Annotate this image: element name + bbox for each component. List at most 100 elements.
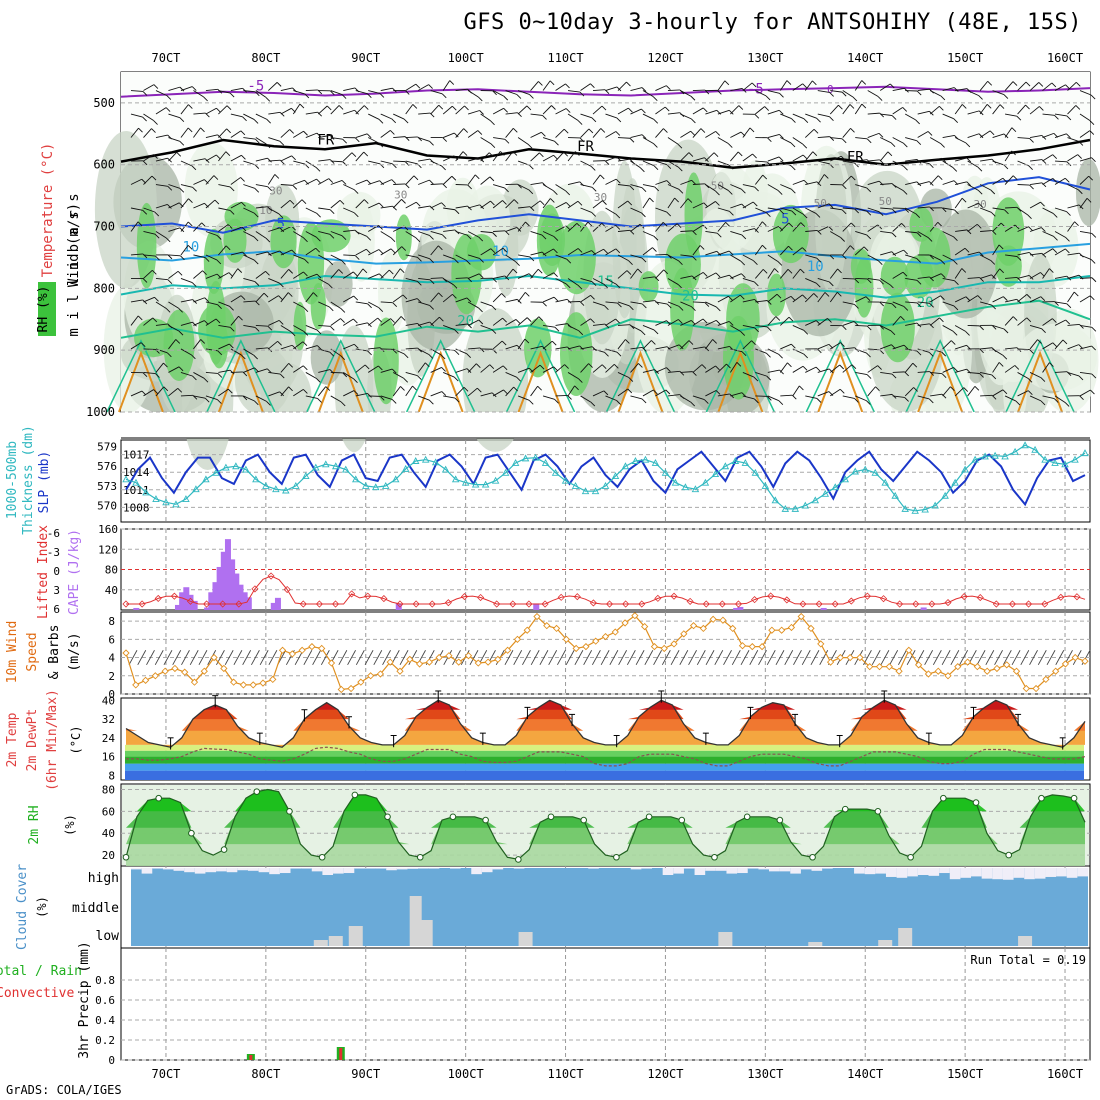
isotherm-label: FR: [317, 132, 334, 148]
wind-barb: [680, 90, 692, 97]
wind-barb: [817, 203, 830, 209]
wind-barb: [155, 90, 168, 97]
wind-barb-flag: [441, 391, 447, 396]
wind-barb: [605, 131, 617, 138]
wind-barb-flag: [303, 307, 309, 312]
isotherm-label: 20: [682, 289, 699, 305]
wind-barb: [305, 231, 317, 238]
wind-barb: [680, 254, 693, 257]
wind-barb-flag: [776, 293, 782, 299]
wind-barb: [954, 268, 963, 279]
wind-barb-flag: [965, 142, 971, 148]
wind-barb-flag: [966, 229, 972, 235]
wind-barb: [1005, 206, 1018, 209]
wind-barb-flag: [753, 260, 758, 265]
wind-barb: [505, 254, 516, 263]
wind-marker: [592, 637, 600, 645]
wind-barb-flag: [402, 294, 408, 300]
wind-barb: [505, 386, 514, 397]
wind-marker: [983, 667, 991, 675]
wind-barb-flag: [816, 282, 821, 288]
wind-barb-flag: [516, 227, 522, 232]
wind-barb: [942, 231, 954, 238]
wind-barb: [817, 90, 830, 93]
wind-barb: [980, 230, 993, 232]
wind-barb-flag: [399, 268, 405, 274]
wind-barb-flag: [1066, 211, 1071, 216]
wind-barb-flag: [428, 354, 434, 359]
wind-barb: [955, 344, 967, 350]
wind-barb-flag: [165, 107, 171, 112]
wind-barb: [930, 157, 942, 162]
wind-barb: [467, 90, 479, 98]
isotherm-label: 50: [711, 179, 724, 192]
wind-barb-flag: [991, 325, 997, 330]
li-marker: [428, 600, 436, 608]
cape-bar: [395, 603, 402, 610]
wind-barb: [592, 364, 603, 373]
thickness-marker: [202, 475, 210, 483]
wind-barb: [667, 223, 678, 232]
wind-marker: [641, 622, 649, 631]
wind-barb: [967, 160, 979, 168]
li-marker: [138, 600, 146, 608]
wind-barb-flag: [965, 331, 970, 336]
wind-barb: [1067, 323, 1080, 326]
wind-barb: [992, 325, 1005, 330]
li-marker: [460, 593, 469, 601]
wind-barb: [542, 80, 551, 91]
cloud-fill: [131, 868, 1088, 946]
wind-barb: [817, 136, 830, 138]
isotherm-20-spike: [705, 339, 776, 413]
wind-barb: [1005, 276, 1018, 279]
wind-barb: [130, 315, 139, 326]
wind-barb-flag: [841, 325, 847, 330]
wind-barb-flag: [766, 161, 772, 167]
wind-barb-flag: [940, 295, 945, 301]
wind-barb: [155, 134, 168, 138]
wind-barb: [480, 325, 493, 330]
wind-barb: [855, 395, 867, 402]
wind-barb-flag: [578, 330, 584, 336]
wind-barb: [368, 90, 381, 94]
wind-barb: [193, 339, 202, 350]
li-marker: [348, 590, 356, 598]
wind-barb-flag: [790, 296, 796, 301]
wind-barb-flag: [429, 279, 435, 285]
wind-barb: [617, 200, 629, 209]
wind-barb: [517, 292, 526, 303]
wind-barb: [193, 179, 205, 185]
wind-barb-flag: [328, 306, 334, 312]
wind-barb-flag: [341, 180, 347, 185]
isotherm-label: -5: [747, 82, 764, 98]
wind-barb-flag: [1091, 326, 1097, 332]
wind-barb-flag: [965, 296, 971, 302]
wind-barb: [392, 199, 402, 209]
cloud-high-gap: [694, 868, 706, 875]
isotherm-label: 10: [259, 204, 272, 217]
wind-barb: [655, 180, 667, 185]
wind-marker: [543, 622, 551, 630]
wind-barb: [730, 348, 743, 353]
wind-barb-flag: [891, 303, 897, 309]
wind-barb: [155, 231, 167, 239]
thickness-marker: [821, 489, 830, 497]
wind-barb: [180, 348, 192, 356]
wind-barb: [1029, 395, 1042, 402]
wind-barb-flag: [740, 260, 746, 266]
wind-barb: [259, 650, 269, 666]
thickness-marker: [282, 486, 290, 494]
wind-barb: [280, 363, 290, 373]
temp-axis-title-2: 2m DewPt: [25, 709, 40, 772]
thickness-marker: [132, 478, 140, 486]
wind-barb-flag: [503, 95, 509, 101]
li-marker: [960, 592, 968, 601]
wind-barb: [230, 113, 243, 118]
wind-barb-flag: [653, 235, 659, 241]
wind-barb-flag: [142, 210, 148, 215]
wind-barb: [879, 151, 889, 162]
wind-barb: [792, 137, 804, 145]
isotherm-20-spike: [206, 339, 276, 413]
wind-barb-flag: [653, 329, 659, 335]
wind-barb-flag: [952, 330, 958, 336]
